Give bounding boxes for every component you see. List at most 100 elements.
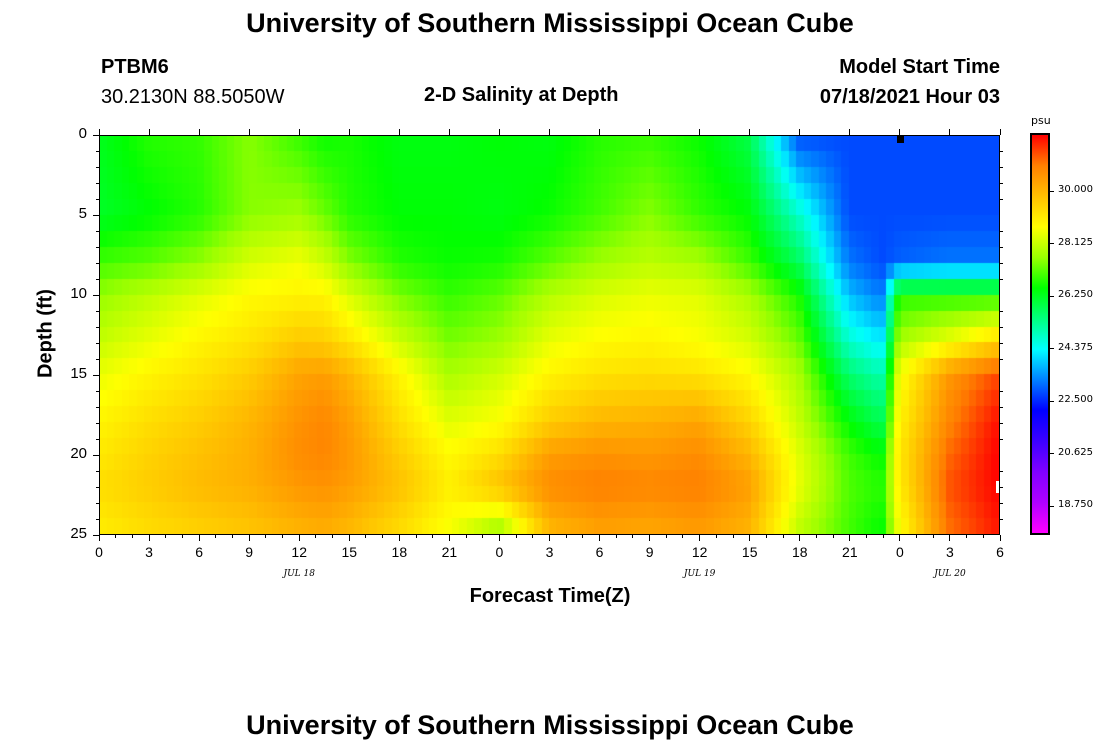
x-major-tick <box>348 129 350 135</box>
y-tick-label: 5 <box>78 205 87 222</box>
x-tick-label: 0 <box>895 544 904 560</box>
y-tick-label: 25 <box>70 525 87 542</box>
x-major-tick <box>148 129 150 135</box>
y-minor-tick <box>1000 406 1003 408</box>
x-minor-tick <box>181 535 183 538</box>
y-minor-tick <box>96 342 99 344</box>
x-tick-label: 21 <box>441 544 458 560</box>
salinity-heatmap <box>100 136 999 534</box>
x-major-tick <box>248 535 250 541</box>
x-major-tick <box>298 535 300 541</box>
date-label: JUL 18 <box>283 569 315 579</box>
y-tick-label: 0 <box>78 125 87 142</box>
plot-title: 2-D Salinity at Depth <box>424 84 619 106</box>
colorbar <box>1030 133 1050 535</box>
x-major-tick <box>999 535 1001 541</box>
heatmap-plot <box>99 135 1000 535</box>
x-axis-title: Forecast Time(Z) <box>469 585 631 607</box>
x-minor-tick <box>432 535 434 538</box>
x-major-tick <box>699 129 701 135</box>
y-minor-tick <box>96 230 99 232</box>
x-tick-label: 0 <box>495 544 504 560</box>
x-tick-label: 21 <box>842 544 858 560</box>
y-minor-tick <box>96 390 99 392</box>
model-start-time: 07/18/2021 Hour 03 <box>819 86 1000 108</box>
y-minor-tick <box>1000 230 1003 232</box>
x-minor-tick <box>532 535 534 538</box>
colorbar-tick-label: 20.625 <box>1058 446 1093 458</box>
x-tick-label: 3 <box>145 544 153 560</box>
x-tick-label: 3 <box>545 544 554 560</box>
x-tick-label: 6 <box>996 544 1004 560</box>
x-major-tick <box>498 129 500 135</box>
x-minor-tick <box>582 535 584 538</box>
x-minor-tick <box>115 535 117 538</box>
y-tick-label: 15 <box>70 365 87 382</box>
x-major-tick <box>649 129 651 135</box>
x-tick-label: 6 <box>195 544 203 560</box>
station-id: PTBM6 <box>101 56 169 78</box>
x-minor-tick <box>882 535 884 538</box>
x-tick-label: 18 <box>791 544 808 560</box>
date-label: JUL 20 <box>934 569 966 579</box>
y-minor-tick <box>1000 390 1003 392</box>
y-tick-label: 10 <box>70 285 87 302</box>
y-minor-tick <box>96 326 99 328</box>
x-tick-label: 0 <box>95 544 103 560</box>
x-major-tick <box>549 535 550 541</box>
y-minor-tick <box>96 278 99 280</box>
x-minor-tick <box>482 535 484 538</box>
x-major-tick <box>849 129 851 135</box>
x-major-tick <box>398 535 400 541</box>
x-major-tick <box>448 535 450 541</box>
x-minor-tick <box>515 535 517 538</box>
colorbar-tick <box>1050 190 1054 192</box>
footer-title: University of Southern Mississippi Ocean… <box>246 710 854 740</box>
y-minor-tick <box>1000 246 1003 248</box>
colorbar-tick <box>1050 295 1054 297</box>
x-major-tick <box>999 129 1001 135</box>
x-minor-tick <box>682 535 684 538</box>
y-minor-tick <box>1000 438 1003 440</box>
y-minor-tick <box>96 438 99 440</box>
x-major-tick <box>899 535 901 541</box>
page-title: University of Southern Mississippi Ocean… <box>246 8 854 38</box>
x-minor-tick <box>765 535 767 538</box>
x-minor-tick <box>382 535 384 538</box>
x-major-tick <box>448 129 450 135</box>
colorbar-tick-label: 28.125 <box>1058 236 1093 248</box>
x-minor-tick <box>332 535 334 538</box>
y-minor-tick <box>1000 278 1003 280</box>
x-tick-label: 3 <box>946 544 954 560</box>
x-major-tick <box>949 535 951 541</box>
x-minor-tick <box>215 535 217 538</box>
x-minor-tick <box>782 535 784 538</box>
x-minor-tick <box>866 535 868 538</box>
x-major-tick <box>899 129 901 135</box>
x-minor-tick <box>415 535 417 538</box>
x-major-tick <box>699 535 701 541</box>
y-minor-tick <box>1000 166 1003 168</box>
y-minor-tick <box>1000 342 1003 344</box>
y-minor-tick <box>96 518 99 520</box>
x-major-tick <box>298 129 300 135</box>
y-major-tick <box>93 534 99 536</box>
x-minor-tick <box>632 535 634 538</box>
x-minor-tick <box>966 535 968 538</box>
y-minor-tick <box>1000 262 1003 264</box>
model-start-label: Model Start Time <box>839 56 1000 78</box>
y-minor-tick <box>1000 182 1003 184</box>
x-minor-tick <box>131 535 133 538</box>
x-major-tick <box>849 535 851 541</box>
y-minor-tick <box>1000 150 1003 152</box>
edge-marker <box>996 481 999 493</box>
x-tick-label: 9 <box>245 544 254 560</box>
y-minor-tick <box>96 166 99 168</box>
x-major-tick <box>649 535 651 541</box>
colorbar-tick <box>1050 400 1054 402</box>
y-major-tick <box>93 214 99 216</box>
x-tick-label: 9 <box>645 544 654 560</box>
x-minor-tick <box>165 535 167 538</box>
y-minor-tick <box>1000 486 1003 488</box>
x-tick-label: 12 <box>691 544 708 560</box>
